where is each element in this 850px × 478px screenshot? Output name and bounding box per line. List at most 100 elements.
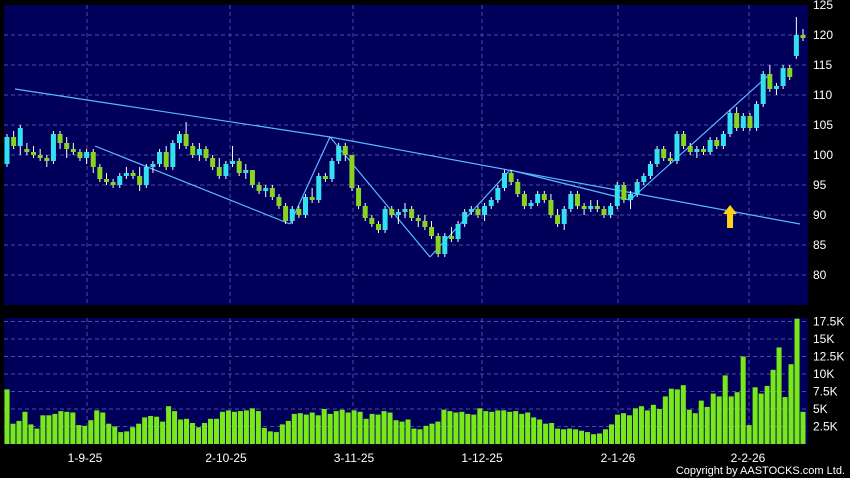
volume-bar [291,413,297,444]
trendline [94,145,291,225]
candle [581,203,587,215]
volume-bar [596,433,603,444]
candle [382,206,388,233]
candle-body [601,209,607,215]
candle-body [415,218,421,221]
volume-bar [219,411,225,444]
candle-body [773,86,779,89]
candle-body [429,227,435,236]
candle-body [727,113,733,134]
candle-body [389,209,395,215]
candle-body [249,170,255,185]
volume-bar [10,423,16,444]
volume-bar [662,396,668,444]
volume-bar [351,410,357,444]
volume-bar [620,413,626,444]
candle-body [296,209,302,215]
candle-body [289,209,295,221]
candle [714,137,720,149]
volume-bar [549,423,555,444]
volume-bar [698,400,704,444]
price-tick-label: 125 [813,0,833,12]
volume-bar [435,421,441,444]
volume-bar [417,429,423,444]
candle-body [734,113,740,128]
volume-bar [614,414,620,444]
volume-bar [561,429,567,444]
volume-bar [142,417,148,444]
volume-bar [477,408,483,444]
candle [50,131,56,164]
volume-bars [4,318,806,444]
candle-body [495,188,501,200]
volume-bar [243,410,249,444]
volume-bar [46,415,52,444]
candle [594,200,600,212]
candle-body [37,155,43,158]
candle [780,65,786,89]
candle [508,170,514,185]
candle [495,185,501,203]
candle-body [349,155,355,188]
candle [760,71,766,107]
volume-bar [166,406,172,444]
volume-bar [64,411,70,444]
volume-bar [788,364,794,444]
candle-body [309,197,315,200]
trendline [629,73,771,201]
candle [488,197,494,209]
candle [409,206,415,221]
candle [442,233,448,257]
candle-body [316,176,322,200]
volume-bar [776,347,782,444]
candle [236,158,242,176]
volume-bar [225,410,231,444]
candle-body [793,35,799,56]
volume-bar [172,411,178,444]
volume-bar [52,413,58,444]
candle [289,206,295,224]
volume-tick-label: 2.5K [813,420,838,434]
candle [362,203,368,221]
volume-bar [237,411,243,444]
candle-body [216,167,222,176]
candle-body [628,194,634,200]
candle-body [402,209,408,212]
volume-bar [543,423,549,444]
candle [800,29,806,41]
candle [143,164,149,188]
volume-bar [255,411,261,444]
candle [303,194,308,218]
volume-bar [327,413,333,444]
candle-body [707,140,713,152]
volume-bar [267,431,273,444]
candle-body [11,137,17,146]
up-arrow-icon [723,205,738,228]
volume-bar [363,418,369,444]
candle-body [104,179,109,182]
candle [117,173,123,188]
volume-bar [752,387,758,444]
candle [767,65,773,92]
volume-bar [453,412,459,444]
candle [163,146,169,170]
volume-bar [16,420,22,444]
candle-body [800,35,806,38]
candle-body [568,194,574,209]
candle-body [621,185,627,200]
candle [462,209,468,227]
volume-bar [674,389,680,444]
candle [561,206,567,230]
volume-tick-label: 5K [813,402,828,416]
candle-body [488,200,494,206]
candle [395,209,401,224]
candle [216,158,222,179]
candle-body [608,206,614,215]
volume-bar [447,411,453,444]
candle [701,146,706,155]
candle-body [64,143,70,149]
volume-bar [315,415,321,444]
buy-signal-annotation [723,205,738,228]
candle [727,110,733,137]
candle-body [548,200,554,215]
